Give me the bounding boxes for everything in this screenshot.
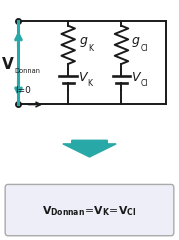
Text: Cl: Cl [141,44,148,53]
Text: $V$: $V$ [131,71,142,84]
Text: K: K [88,78,93,88]
Text: Donnan: Donnan [14,68,40,74]
FancyBboxPatch shape [5,184,174,236]
Text: $V$: $V$ [78,71,89,84]
Text: $g$: $g$ [79,36,88,49]
Text: $\mathbf{V}$: $\mathbf{V}$ [1,56,14,72]
FancyArrow shape [63,140,116,157]
Text: $\mathbf{V}_{\mathbf{Donnan}}\!=\!\mathbf{V}_{\mathbf{K}}\!=\!\mathbf{V}_{\mathb: $\mathbf{V}_{\mathbf{Donnan}}\!=\!\mathb… [42,204,137,218]
Text: $g$: $g$ [131,36,141,49]
Text: I=0: I=0 [15,86,31,95]
Text: Cl: Cl [141,78,148,88]
Text: K: K [89,44,94,53]
